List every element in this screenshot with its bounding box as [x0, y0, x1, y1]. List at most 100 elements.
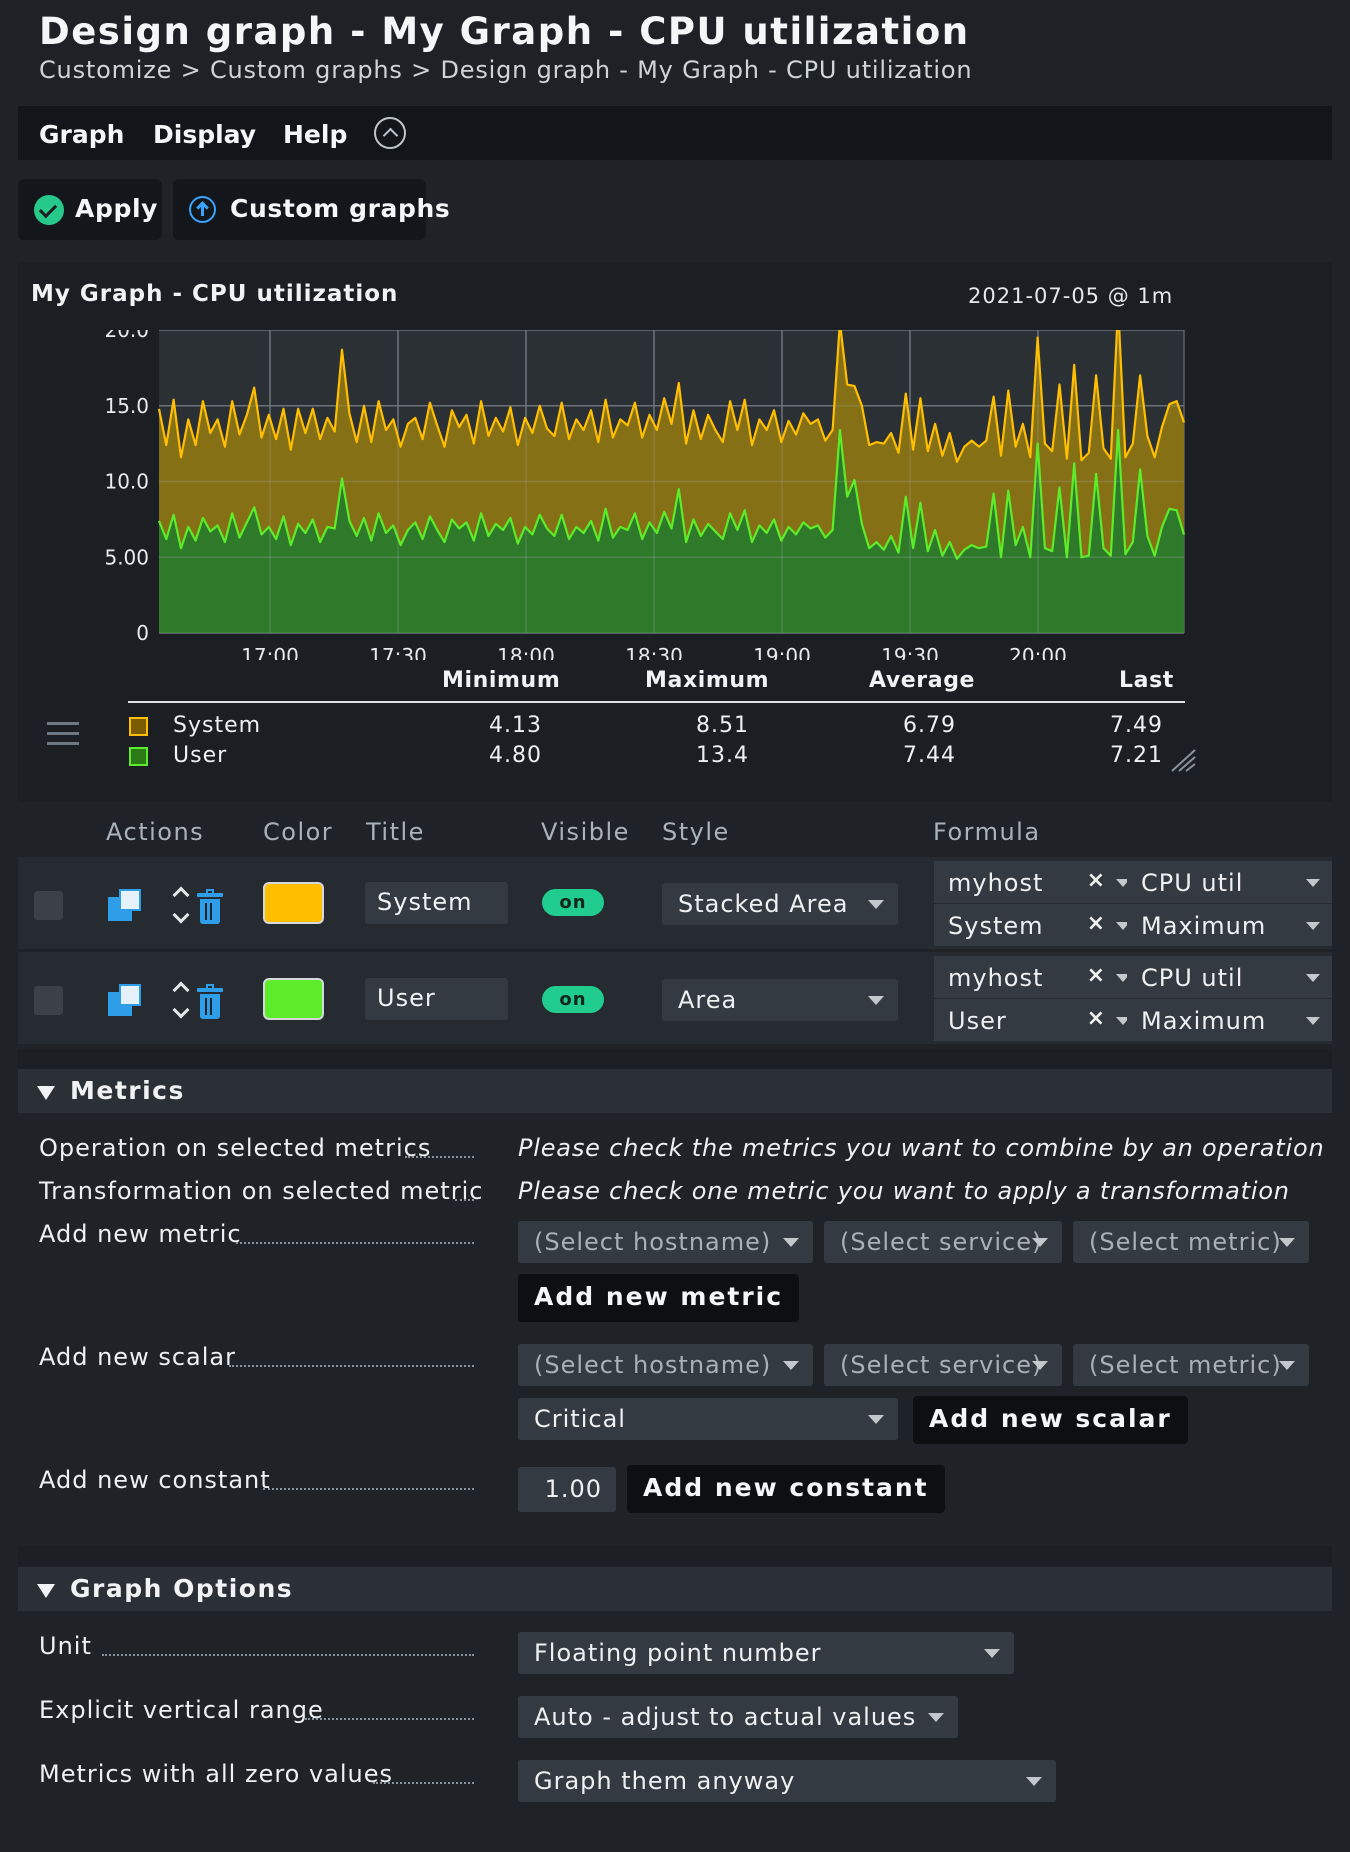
consolidation-select[interactable]: Maximum [1127, 999, 1332, 1041]
metrics-section-header[interactable]: Metrics [18, 1069, 1332, 1113]
visible-toggle[interactable]: on [542, 986, 604, 1013]
chevron-down-icon [1306, 922, 1320, 930]
service-select[interactable]: User × [934, 999, 1142, 1041]
chevron-down-icon [1116, 922, 1130, 930]
metric-select-placeholder: (Select metric) [1089, 1228, 1282, 1256]
user-area [159, 430, 1184, 633]
chevron-down-icon [1306, 879, 1320, 887]
cpu-utilization-chart[interactable]: 20.0 15.0 10.0 5.00 0 17:00 17:30 18:00 18:30 19… [0, 330, 1350, 660]
zero-values-label: Metrics with all zero values [39, 1760, 394, 1788]
legend-maximum: 8.51 [696, 713, 749, 738]
column-header-formula: Formula [933, 818, 1041, 846]
column-header-visible: Visible [541, 818, 630, 846]
service-select[interactable]: System × [934, 904, 1142, 946]
add-metric-label: Add new metric [39, 1220, 242, 1248]
menu-graph[interactable]: Graph [39, 120, 125, 149]
hostname-select[interactable]: (Select hostname) [518, 1221, 813, 1263]
row-select-checkbox[interactable] [34, 891, 63, 920]
clear-icon[interactable]: × [1086, 1006, 1106, 1031]
x-tick-label: 19:30 [881, 644, 939, 660]
leader-dots [229, 1365, 474, 1367]
y-tick-label: 20.0 [104, 330, 149, 342]
visible-toggle[interactable]: on [542, 889, 604, 916]
chevron-down-icon [1116, 1017, 1130, 1025]
add-new-metric-button[interactable]: Add new metric [518, 1274, 800, 1322]
apply-button-label: Apply [75, 194, 159, 223]
checkmark-icon [34, 195, 64, 225]
y-tick-label: 15.0 [104, 394, 149, 418]
page-title: Design graph - My Graph - CPU utilizatio… [39, 10, 970, 53]
move-up-down-icon[interactable] [170, 885, 190, 925]
transformation-label: Transformation on selected metric [39, 1177, 484, 1205]
arrow-up-circle-icon [189, 196, 216, 223]
scalar-hostname-select[interactable]: (Select hostname) [518, 1344, 813, 1386]
title-input[interactable]: System [365, 882, 508, 924]
chevron-down-icon [1116, 879, 1130, 887]
legend-average: 6.79 [903, 713, 956, 738]
color-picker[interactable] [263, 978, 324, 1020]
vertical-range-select[interactable]: Auto - adjust to actual values [518, 1696, 958, 1738]
consolidation-select[interactable]: Maximum [1127, 904, 1332, 946]
clear-icon[interactable]: × [1086, 868, 1106, 893]
section-separator [18, 1049, 1332, 1069]
scalar-metric-select[interactable]: (Select metric) [1073, 1344, 1309, 1386]
graph-options-section-header[interactable]: Graph Options [18, 1567, 1332, 1611]
constant-value-input[interactable]: 1.00 [518, 1467, 616, 1512]
clone-icon[interactable] [108, 984, 142, 1016]
legend-last: 7.21 [1110, 743, 1163, 768]
legend-swatch-system [129, 717, 148, 736]
unit-select-value: Floating point number [534, 1639, 822, 1667]
menu-help[interactable]: Help [283, 120, 348, 149]
x-tick-label: 18:30 [625, 644, 683, 660]
metric-select-placeholder: (Select metric) [1089, 1351, 1282, 1379]
apply-button[interactable]: Apply [18, 179, 162, 240]
legend-header-last: Last [1119, 668, 1174, 693]
host-select[interactable]: myhost × [934, 956, 1142, 998]
breadcrumb-current-page[interactable]: Design graph - My Graph - CPU utilizatio… [440, 56, 973, 84]
trash-icon[interactable] [197, 984, 223, 1020]
leader-dots [373, 1782, 474, 1784]
style-select[interactable]: Area [662, 979, 898, 1021]
legend-maximum: 13.4 [696, 743, 749, 768]
metric-select[interactable]: CPU util [1127, 956, 1332, 998]
style-select[interactable]: Stacked Area [662, 883, 898, 925]
clone-icon[interactable] [108, 889, 142, 921]
graph-time-range[interactable]: 2021-07-05 @ 1m [968, 284, 1174, 308]
menu-icon[interactable] [47, 722, 79, 746]
zero-values-select[interactable]: Graph them anyway [518, 1760, 1056, 1802]
breadcrumb-custom-graphs[interactable]: Custom graphs [209, 56, 403, 84]
scalar-type-select[interactable]: Critical [518, 1398, 898, 1440]
add-new-scalar-button[interactable]: Add new scalar [913, 1396, 1188, 1444]
service-select-placeholder: (Select service) [840, 1228, 1043, 1256]
metric-select[interactable]: CPU util [1127, 861, 1332, 903]
clear-icon[interactable]: × [1086, 963, 1106, 988]
host-select[interactable]: myhost × [934, 861, 1142, 903]
collapse-menu-icon[interactable] [374, 117, 406, 149]
clear-icon[interactable]: × [1086, 911, 1106, 936]
custom-graphs-button[interactable]: Custom graphs [173, 179, 450, 240]
title-input[interactable]: User [365, 978, 508, 1020]
metric-select[interactable]: (Select metric) [1073, 1221, 1309, 1263]
scalar-service-select[interactable]: (Select service) [824, 1344, 1062, 1386]
unit-select[interactable]: Floating point number [518, 1632, 1014, 1674]
leader-dots [102, 1654, 474, 1656]
chevron-down-icon [1032, 1361, 1048, 1370]
unit-label: Unit [39, 1632, 92, 1660]
chevron-down-icon [1279, 1238, 1295, 1247]
chart-areas [157, 330, 1186, 634]
operation-hint: Please check the metrics you want to com… [518, 1134, 1325, 1162]
color-picker[interactable] [263, 882, 324, 924]
service-select-value: User [948, 1007, 1007, 1035]
service-select[interactable]: (Select service) [824, 1221, 1062, 1263]
breadcrumb-customize[interactable]: Customize [39, 56, 173, 84]
resize-handle-icon[interactable] [1170, 748, 1196, 772]
menu-display[interactable]: Display [153, 120, 257, 149]
graph-options-section-title: Graph Options [70, 1574, 294, 1603]
chevron-down-icon [1306, 974, 1320, 982]
row-select-checkbox[interactable] [34, 986, 63, 1015]
move-up-down-icon[interactable] [170, 980, 190, 1020]
trash-icon[interactable] [197, 889, 223, 925]
system-area [159, 330, 1184, 559]
metric-select-value: CPU util [1141, 964, 1244, 992]
add-new-constant-button[interactable]: Add new constant [627, 1465, 945, 1513]
